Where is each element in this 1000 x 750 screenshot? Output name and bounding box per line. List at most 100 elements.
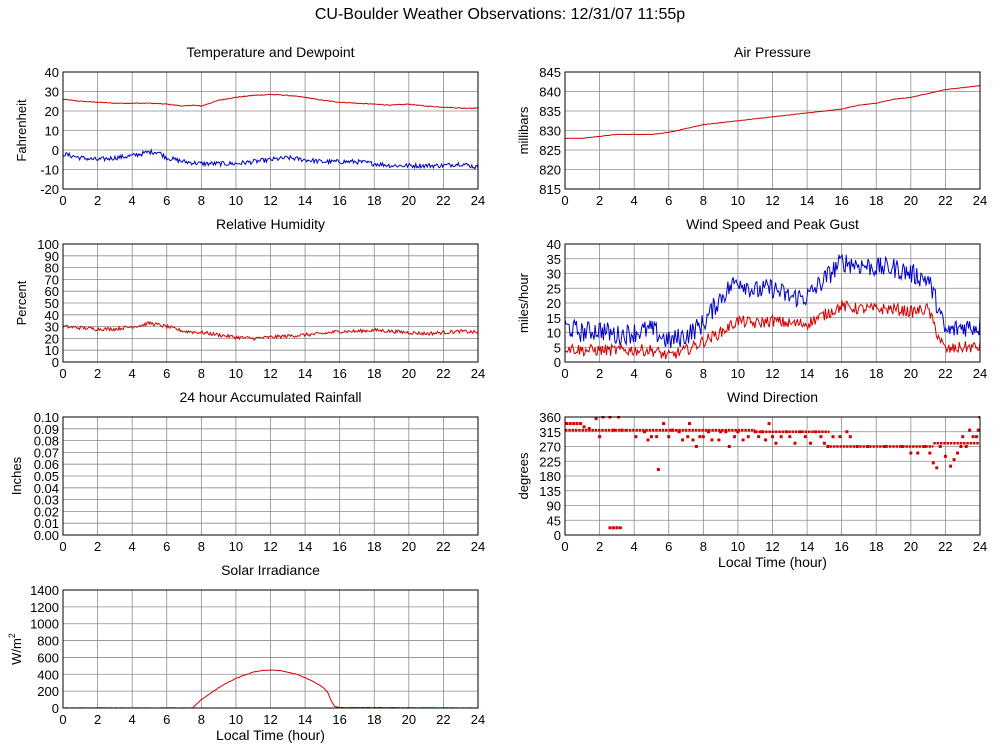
data-point bbox=[938, 445, 942, 448]
y-tick-label: 0 bbox=[554, 355, 561, 370]
x-tick-label: 14 bbox=[298, 366, 312, 381]
y-tick-label: 600 bbox=[37, 650, 59, 665]
data-point bbox=[771, 435, 774, 439]
series-line-blue bbox=[565, 253, 980, 348]
data-point bbox=[753, 430, 757, 434]
y-tick-label: 0 bbox=[52, 355, 59, 370]
x-tick-label: 6 bbox=[665, 193, 672, 208]
y-axis-label: W/m2 bbox=[7, 633, 24, 665]
data-point bbox=[968, 428, 972, 432]
y-tick-label: 840 bbox=[539, 85, 561, 100]
data-point bbox=[774, 441, 778, 445]
x-axis-label: Local Time (hour) bbox=[718, 554, 827, 570]
data-point bbox=[688, 422, 691, 426]
data-point bbox=[900, 445, 904, 448]
plot-area bbox=[565, 253, 980, 360]
x-tick-label: 24 bbox=[471, 539, 485, 554]
data-point bbox=[615, 526, 619, 530]
y-tick-label: 90 bbox=[547, 499, 561, 514]
x-tick-label: 10 bbox=[229, 193, 243, 208]
series-line-blue bbox=[63, 147, 478, 170]
y-tick-label: 20 bbox=[45, 331, 59, 346]
x-tick-label: 22 bbox=[436, 539, 450, 554]
plot-frame bbox=[62, 416, 479, 536]
x-tick-label: 16 bbox=[332, 193, 346, 208]
data-point bbox=[732, 435, 736, 439]
plot-area bbox=[565, 416, 980, 530]
data-point bbox=[579, 422, 583, 426]
y-tick-label: 270 bbox=[539, 440, 561, 455]
x-tick-label: 4 bbox=[129, 366, 136, 381]
plot-area bbox=[565, 85, 980, 139]
y-tick-label: 40 bbox=[45, 65, 59, 80]
data-point bbox=[814, 430, 818, 434]
x-tick-label: 6 bbox=[163, 366, 170, 381]
data-point bbox=[757, 435, 761, 439]
x-tick-label: 2 bbox=[596, 539, 603, 554]
y-axis-label-superscript: 2 bbox=[7, 633, 17, 638]
data-point bbox=[575, 422, 579, 426]
chart-title: Temperature and Dewpoint bbox=[186, 44, 354, 60]
data-point bbox=[952, 458, 956, 462]
data-point bbox=[975, 435, 979, 439]
y-tick-label: 0.07 bbox=[34, 445, 59, 460]
y-tick-label: 830 bbox=[539, 124, 561, 139]
x-tick-label: 14 bbox=[800, 366, 814, 381]
data-point bbox=[594, 417, 598, 421]
x-tick-label: 22 bbox=[436, 366, 450, 381]
data-point bbox=[717, 438, 721, 442]
y-axis-label: Percent bbox=[14, 280, 29, 325]
x-tick-label: 12 bbox=[263, 366, 277, 381]
data-point bbox=[587, 426, 591, 430]
data-point bbox=[826, 445, 830, 448]
x-tick-label: 10 bbox=[731, 366, 745, 381]
data-point bbox=[686, 435, 690, 439]
y-axis-label: degrees bbox=[516, 452, 531, 499]
x-tick-label: 12 bbox=[263, 193, 277, 208]
y-tick-label: 800 bbox=[37, 634, 59, 649]
x-tick-label: 0 bbox=[59, 366, 66, 381]
data-point bbox=[667, 435, 671, 439]
x-tick-label: 2 bbox=[94, 366, 101, 381]
x-tick-label: 4 bbox=[129, 712, 136, 727]
x-tick-label: 18 bbox=[869, 193, 883, 208]
y-tick-label: 35 bbox=[547, 252, 561, 267]
x-tick-label: 8 bbox=[700, 193, 707, 208]
x-tick-label: 8 bbox=[198, 712, 205, 727]
y-tick-label: 360 bbox=[539, 410, 561, 425]
x-tick-label: 2 bbox=[94, 712, 101, 727]
x-tick-label: 4 bbox=[129, 539, 136, 554]
data-point bbox=[724, 430, 728, 434]
x-tick-label: 24 bbox=[973, 539, 987, 554]
x-tick-label: 6 bbox=[163, 539, 170, 554]
x-tick-label: 20 bbox=[904, 539, 918, 554]
x-tick-label: 18 bbox=[367, 193, 381, 208]
x-tick-label: 16 bbox=[834, 366, 848, 381]
data-point bbox=[784, 430, 788, 434]
plot-frame bbox=[564, 416, 981, 536]
y-tick-label: 0 bbox=[52, 143, 59, 158]
data-point bbox=[845, 430, 849, 434]
x-tick-label: 4 bbox=[631, 366, 638, 381]
y-tick-label: 225 bbox=[539, 454, 561, 469]
x-tick-label: 10 bbox=[229, 712, 243, 727]
x-tick-label: 8 bbox=[700, 539, 707, 554]
data-point bbox=[767, 422, 771, 426]
x-tick-label: 4 bbox=[631, 193, 638, 208]
x-tick-label: 24 bbox=[471, 712, 485, 727]
x-tick-label: 22 bbox=[436, 712, 450, 727]
x-tick-label: 0 bbox=[59, 539, 66, 554]
data-point bbox=[909, 451, 913, 455]
y-tick-label: 0.03 bbox=[34, 493, 59, 508]
y-tick-label: 815 bbox=[539, 182, 561, 197]
x-tick-label: 16 bbox=[834, 193, 848, 208]
x-tick-label: 20 bbox=[904, 366, 918, 381]
data-point bbox=[662, 422, 666, 426]
x-tick-label: 2 bbox=[596, 193, 603, 208]
y-tick-label: 0.06 bbox=[34, 457, 59, 472]
y-tick-label: 0.10 bbox=[34, 410, 59, 425]
series-line-red bbox=[63, 93, 478, 110]
y-tick-label: 0.09 bbox=[34, 422, 59, 437]
